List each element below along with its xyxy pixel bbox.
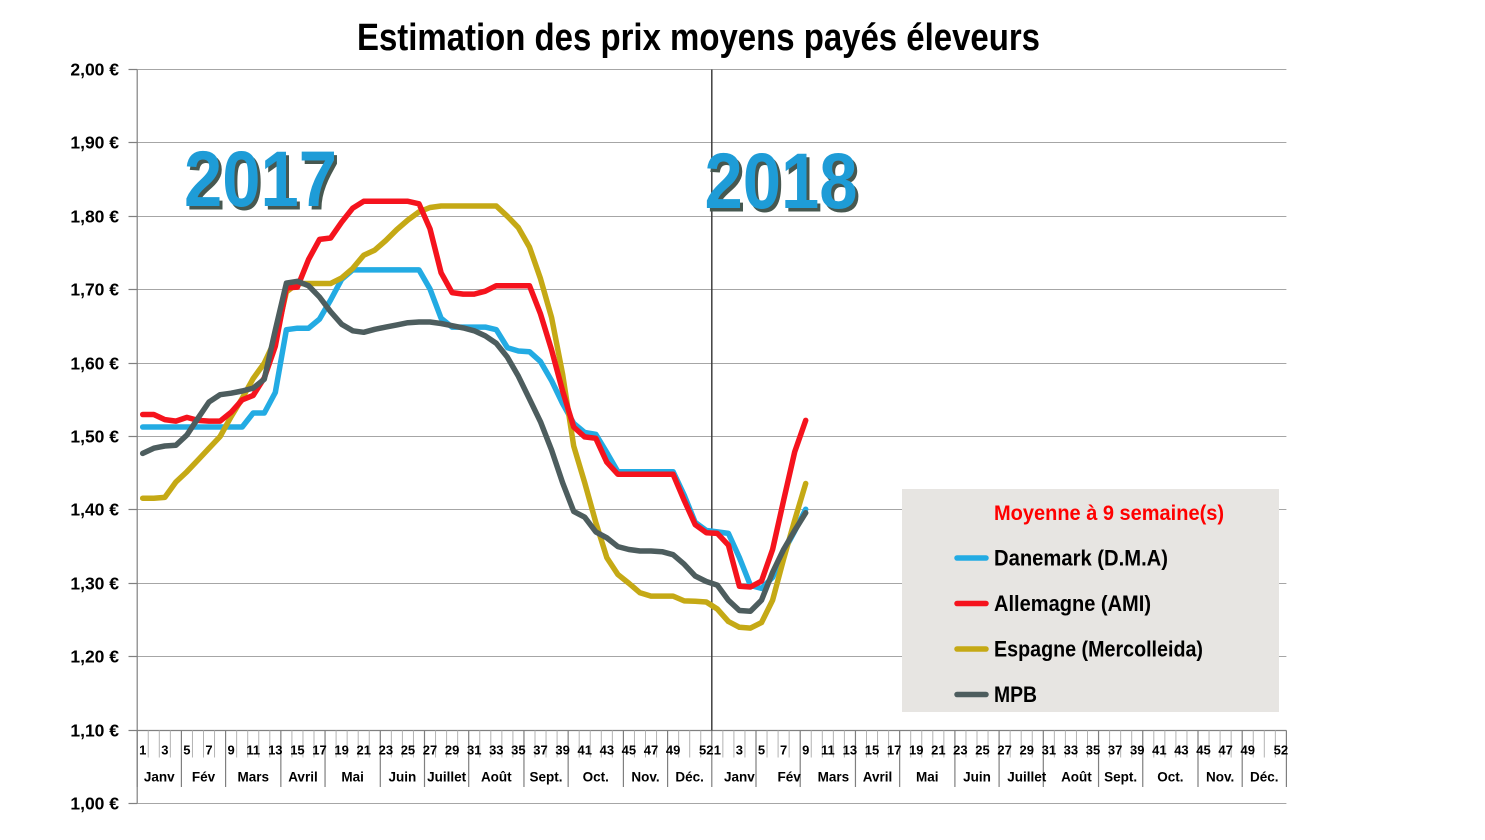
svg-text:Janv: Janv [724,770,755,785]
svg-text:Oct.: Oct. [583,770,609,785]
svg-text:19: 19 [909,743,923,758]
svg-text:Sept.: Sept. [530,770,563,785]
svg-text:45: 45 [622,743,636,758]
svg-text:Mai: Mai [341,770,364,785]
svg-text:Fév: Fév [192,770,216,785]
svg-text:Mai: Mai [916,770,939,785]
svg-text:15: 15 [865,743,879,758]
svg-text:31: 31 [1042,743,1056,758]
svg-text:21: 21 [356,743,370,758]
svg-text:39: 39 [1130,743,1144,758]
svg-text:37: 37 [1108,743,1122,758]
svg-text:35: 35 [511,743,525,758]
svg-text:Août: Août [1061,770,1092,785]
svg-text:Avril: Avril [863,770,893,785]
svg-text:2017: 2017 [184,134,337,223]
svg-text:Juin: Juin [963,770,991,785]
svg-text:33: 33 [489,743,503,758]
svg-text:Janv: Janv [144,770,175,785]
svg-text:Danemark (D.M.A): Danemark (D.M.A) [994,546,1168,571]
svg-text:1,60 €: 1,60 € [70,354,119,374]
svg-text:13: 13 [843,743,857,758]
svg-text:43: 43 [600,743,614,758]
svg-text:13: 13 [268,743,282,758]
svg-text:1,50 €: 1,50 € [70,427,119,447]
svg-text:1,40 €: 1,40 € [70,500,119,520]
svg-text:43: 43 [1174,743,1188,758]
svg-text:1: 1 [714,743,721,758]
svg-text:Août: Août [481,770,512,785]
svg-text:Avril: Avril [288,770,318,785]
svg-text:33: 33 [1064,743,1078,758]
svg-text:Nov.: Nov. [631,770,659,785]
svg-text:1,80 €: 1,80 € [70,207,119,227]
svg-text:Juin: Juin [389,770,417,785]
svg-text:25: 25 [975,743,989,758]
svg-text:21: 21 [931,743,945,758]
svg-text:Juillet: Juillet [1007,770,1047,785]
svg-text:Sept.: Sept. [1104,770,1137,785]
svg-text:27: 27 [423,743,437,758]
svg-text:1,30 €: 1,30 € [70,574,119,594]
svg-text:Espagne (Mercolleida): Espagne (Mercolleida) [994,637,1203,662]
svg-text:49: 49 [1240,743,1254,758]
svg-text:2017: 2017 [187,138,340,227]
svg-text:Juillet: Juillet [427,770,467,785]
svg-text:17: 17 [887,743,901,758]
svg-text:31: 31 [467,743,481,758]
svg-text:3: 3 [736,743,743,758]
svg-text:Nov.: Nov. [1206,770,1234,785]
svg-text:35: 35 [1086,743,1100,758]
svg-text:23: 23 [953,743,967,758]
svg-text:19: 19 [334,743,348,758]
svg-text:Mars: Mars [818,770,850,785]
svg-text:47: 47 [1218,743,1232,758]
svg-text:1,90 €: 1,90 € [70,133,119,153]
svg-text:2018: 2018 [705,136,858,225]
svg-text:Déc.: Déc. [1250,770,1279,785]
svg-text:7: 7 [205,743,212,758]
svg-text:Allemagne (AMI): Allemagne (AMI) [994,591,1151,616]
svg-text:5: 5 [758,743,765,758]
svg-text:7: 7 [780,743,787,758]
svg-text:52: 52 [1274,743,1288,758]
svg-text:Oct.: Oct. [1157,770,1183,785]
svg-text:MPB: MPB [994,682,1037,707]
svg-text:17: 17 [312,743,326,758]
svg-text:9: 9 [802,743,809,758]
svg-text:3: 3 [161,743,168,758]
svg-text:41: 41 [1152,743,1166,758]
svg-text:Moyenne à 9 semaine(s): Moyenne à 9 semaine(s) [994,502,1224,525]
svg-text:52: 52 [699,743,713,758]
svg-text:1,70 €: 1,70 € [70,280,119,300]
svg-text:9: 9 [228,743,235,758]
svg-text:29: 29 [1019,743,1033,758]
svg-text:45: 45 [1196,743,1210,758]
svg-text:39: 39 [555,743,569,758]
svg-text:37: 37 [533,743,547,758]
svg-text:11: 11 [246,743,260,758]
svg-text:2018: 2018 [708,140,861,229]
svg-text:29: 29 [445,743,459,758]
svg-text:Mars: Mars [237,770,269,785]
svg-text:2,00 €: 2,00 € [70,60,119,80]
svg-text:1,00 €: 1,00 € [70,794,119,814]
svg-text:1,10 €: 1,10 € [70,721,119,741]
svg-text:25: 25 [401,743,415,758]
svg-text:1,20 €: 1,20 € [70,647,119,667]
svg-text:15: 15 [290,743,304,758]
svg-text:11: 11 [821,743,835,758]
svg-text:Fév: Fév [778,770,802,785]
svg-text:49: 49 [666,743,680,758]
svg-text:23: 23 [379,743,393,758]
svg-text:41: 41 [577,743,591,758]
svg-text:Déc.: Déc. [675,770,704,785]
svg-text:47: 47 [644,743,658,758]
svg-text:1: 1 [139,743,146,758]
svg-text:5: 5 [183,743,190,758]
svg-text:Estimation des prix moyens pay: Estimation des prix moyens payés éleveur… [357,17,1040,59]
svg-text:27: 27 [997,743,1011,758]
